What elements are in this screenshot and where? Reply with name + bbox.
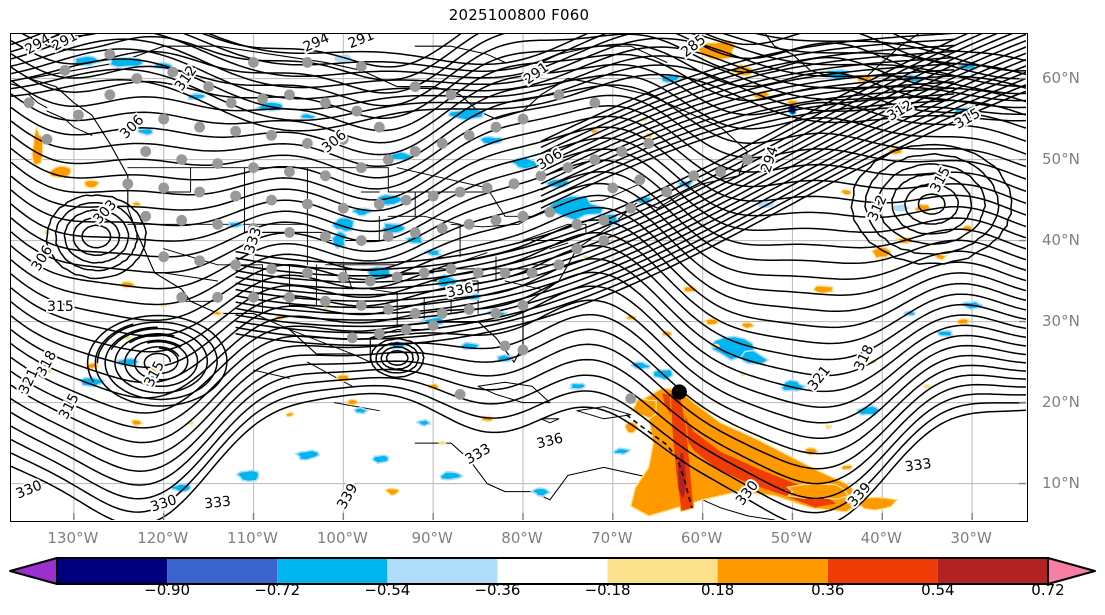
svg-text:294: 294 bbox=[758, 144, 782, 174]
svg-text:306: 306 bbox=[117, 112, 147, 142]
svg-text:336: 336 bbox=[535, 430, 565, 452]
map-plot-area[interactable]: 294 291 312 294 291 291 306 306 306 285 294 312 315 3… bbox=[10, 33, 1028, 522]
colorbar-segment-5 bbox=[497, 558, 608, 584]
colorbar-segment-7 bbox=[717, 558, 828, 584]
map-clip: 294 291 312 294 291 291 306 306 306 285 294 312 315 3… bbox=[11, 34, 1027, 521]
colorbar-tick-label-5: 0.18 bbox=[700, 581, 735, 599]
x-tick-label-1: 120°W bbox=[137, 529, 189, 547]
x-tick-label-6: 70°W bbox=[591, 529, 633, 547]
svg-text:333: 333 bbox=[203, 494, 231, 513]
y-axis-ticks bbox=[73, 77, 1026, 520]
colorbar-segment-9 bbox=[937, 558, 1048, 584]
colorbar-tick-label-4: −0.18 bbox=[584, 581, 631, 599]
colorbar-tick-label-8: 0.72 bbox=[1031, 581, 1065, 599]
svg-text:315: 315 bbox=[47, 299, 74, 315]
x-tick-label-2: 110°W bbox=[227, 529, 278, 547]
svg-text:312: 312 bbox=[865, 193, 890, 224]
svg-text:321: 321 bbox=[805, 363, 834, 394]
x-tick-label-0: 130°W bbox=[47, 529, 99, 547]
colorbar-tick-label-3: −0.36 bbox=[474, 581, 521, 599]
x-tick-label-7: 60°W bbox=[680, 529, 723, 547]
svg-text:330: 330 bbox=[149, 492, 179, 515]
colorbar-tick-label-2: −0.54 bbox=[364, 581, 411, 599]
y-tick-label-3: 40°N bbox=[1042, 230, 1080, 249]
colorbar-segment-6 bbox=[607, 558, 718, 584]
svg-text:291: 291 bbox=[346, 34, 377, 52]
tropical-cyclone-marker bbox=[671, 384, 687, 400]
colorbar[interactable]: −0.90 −0.72 −0.54 −0.36 −0.18 0.18 0.36 0.54 0.7… bbox=[0, 556, 1105, 614]
x-tick-label-9: 40°W bbox=[860, 529, 902, 547]
y-axis-ticklabels: 10°N 20°N 30°N 40°N 50°N 60°N bbox=[1034, 33, 1105, 522]
y-tick-label-5: 60°N bbox=[1042, 68, 1080, 87]
x-tick-label-5: 80°W bbox=[501, 529, 543, 547]
colorbar-swatches bbox=[9, 557, 1096, 586]
svg-text:333: 333 bbox=[463, 441, 494, 468]
page-title: 2025100800 F060 bbox=[448, 6, 590, 24]
y-tick-label-4: 50°N bbox=[1042, 149, 1080, 168]
x-tick-label-10: 30°W bbox=[950, 529, 992, 547]
svg-text:291: 291 bbox=[49, 34, 80, 55]
colorbar-segment-1 bbox=[57, 558, 168, 584]
colorbar-tick-label-7: 0.54 bbox=[921, 581, 955, 599]
colorbar-tick-label-1: −0.72 bbox=[254, 581, 301, 599]
svg-text:315: 315 bbox=[927, 164, 954, 195]
svg-text:303: 303 bbox=[90, 197, 120, 228]
svg-text:339: 339 bbox=[334, 481, 361, 512]
svg-text:330: 330 bbox=[14, 478, 45, 503]
colorbar-segment-3 bbox=[277, 558, 388, 584]
station-markers bbox=[23, 48, 753, 404]
colorbar-tick-label-6: 0.36 bbox=[811, 581, 845, 599]
colorbar-segment-4 bbox=[387, 558, 498, 584]
svg-text:333: 333 bbox=[242, 225, 265, 255]
anomaly-shading bbox=[31, 39, 984, 517]
colorbar-tick-label-0: −0.90 bbox=[144, 581, 191, 599]
colorbar-segment-2 bbox=[167, 558, 278, 584]
colorbar-under-arrow bbox=[9, 557, 58, 585]
x-axis-ticklabels: 130°W 120°W 110°W 100°W 90°W 80°W 70°W 60°W 50°W… bbox=[0, 529, 1105, 553]
x-tick-label-8: 50°W bbox=[770, 529, 813, 547]
colorbar-segment-8 bbox=[827, 558, 938, 584]
y-tick-label-1: 20°N bbox=[1042, 392, 1080, 411]
svg-text:333: 333 bbox=[904, 456, 933, 476]
x-tick-label-3: 100°W bbox=[316, 529, 368, 547]
x-tick-label-4: 90°W bbox=[411, 529, 453, 547]
svg-text:315: 315 bbox=[56, 391, 83, 422]
y-tick-label-0: 10°N bbox=[1042, 473, 1080, 492]
y-tick-label-2: 30°N bbox=[1042, 311, 1080, 330]
